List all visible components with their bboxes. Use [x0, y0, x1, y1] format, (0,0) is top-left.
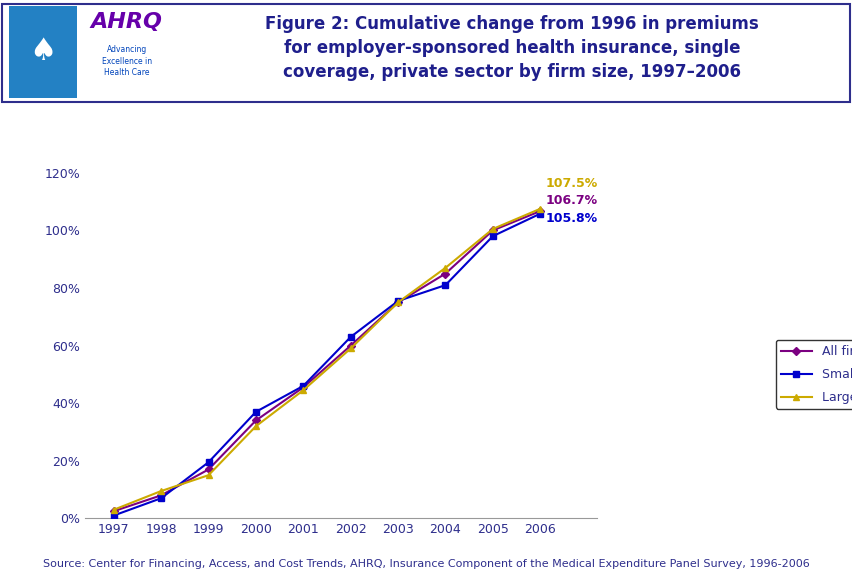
- FancyBboxPatch shape: [2, 4, 849, 103]
- Large firms: [440, 264, 450, 271]
- All firms: [298, 384, 308, 391]
- Large firms: [487, 225, 498, 232]
- Large firms: [108, 506, 118, 513]
- All firms: [203, 466, 213, 473]
- Small firms: [440, 282, 450, 289]
- Small firms: [203, 458, 213, 465]
- Large firms: [345, 345, 355, 352]
- Small firms: [487, 233, 498, 240]
- All firms: [250, 417, 261, 424]
- Large firms: [534, 206, 544, 213]
- All firms: [108, 508, 118, 515]
- All firms: [156, 492, 166, 499]
- Text: AHRQ: AHRQ: [91, 12, 163, 32]
- Small firms: [534, 210, 544, 217]
- Text: ♠: ♠: [29, 37, 56, 66]
- All firms: [534, 208, 544, 215]
- Small firms: [108, 512, 118, 519]
- Large firms: [298, 387, 308, 394]
- FancyBboxPatch shape: [9, 6, 77, 98]
- Line: Small firms: Small firms: [111, 211, 543, 518]
- Small firms: [298, 382, 308, 389]
- Text: Figure 2: Cumulative change from 1996 in premiums
for employer-sponsored health : Figure 2: Cumulative change from 1996 in…: [265, 16, 757, 81]
- Large firms: [156, 487, 166, 494]
- Large firms: [393, 299, 403, 306]
- All firms: [440, 270, 450, 277]
- Text: 107.5%: 107.5%: [545, 177, 597, 190]
- Small firms: [345, 334, 355, 340]
- Line: Large firms: Large firms: [110, 205, 543, 513]
- Small firms: [156, 495, 166, 502]
- All firms: [345, 342, 355, 349]
- Small firms: [250, 408, 261, 415]
- Small firms: [393, 297, 403, 304]
- Text: Advancing
Excellence in
Health Care: Advancing Excellence in Health Care: [101, 45, 152, 77]
- Legend: All firms, Small firms, Large firms: All firms, Small firms, Large firms: [775, 340, 852, 409]
- Text: 106.7%: 106.7%: [545, 195, 597, 207]
- All firms: [487, 227, 498, 234]
- Large firms: [250, 423, 261, 430]
- Text: Source: Center for Financing, Access, and Cost Trends, AHRQ, Insurance Component: Source: Center for Financing, Access, an…: [43, 559, 809, 569]
- Text: 105.8%: 105.8%: [545, 212, 597, 225]
- Line: All firms: All firms: [111, 209, 543, 514]
- Large firms: [203, 472, 213, 479]
- All firms: [393, 299, 403, 306]
